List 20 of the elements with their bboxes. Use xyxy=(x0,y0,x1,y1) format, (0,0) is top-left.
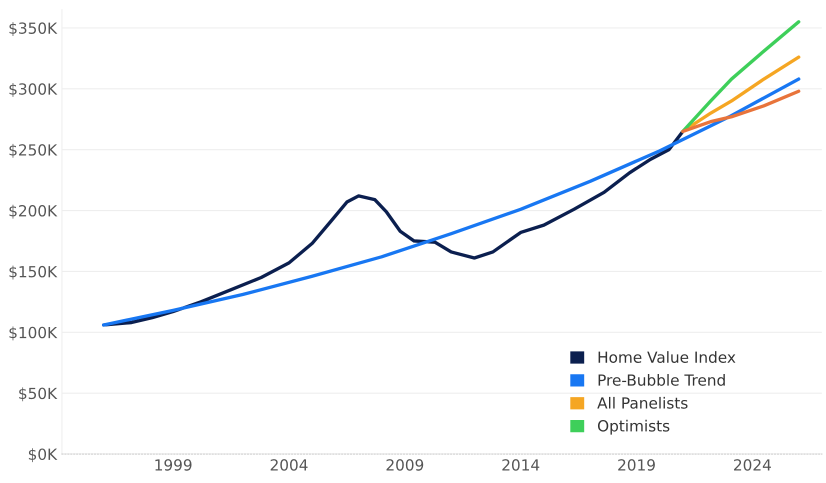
legend-label: Home Value Index xyxy=(598,351,736,363)
legend-label: Optimists xyxy=(598,420,670,435)
y-tick-label: $50K xyxy=(19,387,58,402)
x-tick-label: 2009 xyxy=(386,459,424,471)
x-tick-label: 2014 xyxy=(502,459,540,471)
x-tick-label: 2024 xyxy=(734,459,771,471)
y-tick-label: $200K xyxy=(9,204,58,219)
y-tick-label: $300K xyxy=(9,82,58,97)
line-series xyxy=(681,90,800,134)
y-tick-label: $100K xyxy=(9,326,58,340)
legend-label: Pre-Bubble Trend xyxy=(598,374,725,386)
x-tick-label: 2004 xyxy=(270,459,308,471)
x-tick-label: 2019 xyxy=(618,459,655,471)
y-tick-label: $250K xyxy=(9,144,58,158)
y-tick-label: $350K xyxy=(9,22,58,36)
line-series xyxy=(102,77,800,327)
y-tick-label: $0K xyxy=(28,448,58,462)
legend-label: All Panelists xyxy=(597,396,688,409)
x-tick-label: 1999 xyxy=(155,459,192,471)
y-tick-label: $150K xyxy=(9,266,58,280)
